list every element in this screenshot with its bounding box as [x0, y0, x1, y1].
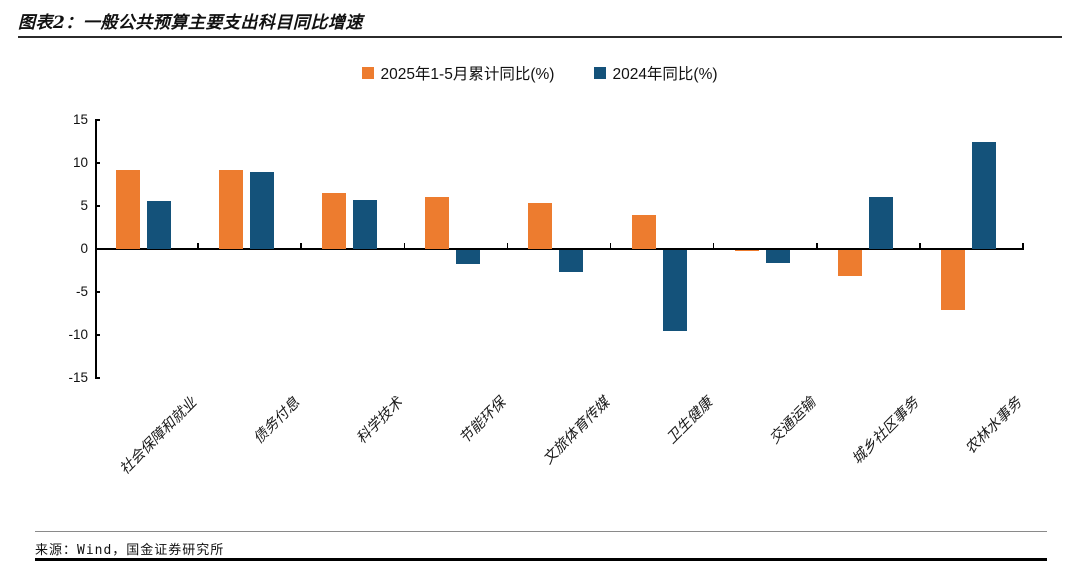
- legend-label: 2025年1-5月累计同比(%): [380, 66, 555, 83]
- x-axis-tick: [712, 242, 715, 250]
- source-note: 来源：Wind，国金证券研究所: [35, 543, 225, 558]
- x-axis-tick: [506, 242, 509, 250]
- bar-orange-债务付息: [219, 169, 244, 249]
- legend-label: 2024年同比(%): [612, 66, 718, 83]
- title-divider: [18, 36, 1062, 38]
- x-axis-tick: [919, 242, 921, 250]
- y-axis-tick: [95, 291, 100, 293]
- y-tick-label: -5: [75, 284, 88, 299]
- bar-blue-社会保障和就业: [147, 200, 171, 249]
- x-axis-zero-line: [95, 248, 1023, 250]
- y-tick-label: -15: [68, 370, 88, 385]
- legend-item-2025: 2025年1-5月累计同比(%): [362, 62, 554, 84]
- bar-blue-文旅体育传媒: [559, 249, 584, 273]
- y-axis-tick: [95, 162, 100, 164]
- y-tick-label: -10: [68, 327, 88, 342]
- chart-legend: 2025年1-5月累计同比(%) 2024年同比(%): [0, 62, 1080, 84]
- y-tick-label: 5: [80, 198, 88, 213]
- bar-orange-节能环保: [425, 197, 450, 249]
- bar-blue-城乡社区事务: [868, 197, 893, 249]
- chart-title: 图表2：一般公共预算主要支出科目同比增速: [18, 13, 363, 33]
- x-axis-tick: [197, 242, 199, 250]
- bar-orange-交通运输: [734, 249, 759, 252]
- bar-orange-社会保障和就业: [116, 169, 140, 249]
- y-tick-label: 15: [72, 112, 88, 127]
- x-axis-tick: [816, 242, 818, 250]
- bar-blue-卫生健康: [662, 249, 687, 331]
- x-axis-tick: [300, 242, 302, 250]
- legend-item-2024: 2024年同比(%): [594, 62, 718, 84]
- bar-blue-交通运输: [765, 249, 790, 263]
- bottom-border: [35, 558, 1047, 561]
- y-axis-tick: [95, 119, 100, 121]
- bar-orange-文旅体育传媒: [528, 202, 553, 249]
- y-axis-tick: [95, 205, 100, 207]
- legend-swatch-icon: [594, 67, 607, 79]
- bar-blue-债务付息: [250, 172, 275, 249]
- y-axis-tick: [95, 334, 100, 336]
- x-axis-tick: [403, 242, 406, 250]
- y-tick-label: 0: [80, 241, 88, 256]
- bar-blue-农林水事务: [971, 141, 996, 249]
- bar-orange-科学技术: [322, 193, 347, 249]
- y-tick-label: 10: [72, 155, 88, 170]
- bar-orange-卫生健康: [631, 215, 656, 249]
- bar-orange-农林水事务: [940, 249, 965, 310]
- legend-swatch-icon: [362, 67, 375, 79]
- x-axis-tick: [1022, 242, 1024, 250]
- bar-blue-节能环保: [456, 249, 481, 264]
- bar-orange-城乡社区事务: [837, 249, 862, 277]
- bar-blue-科学技术: [353, 199, 378, 249]
- y-axis-tick: [95, 377, 100, 379]
- x-axis-tick: [609, 242, 612, 250]
- footer-divider: [35, 531, 1047, 532]
